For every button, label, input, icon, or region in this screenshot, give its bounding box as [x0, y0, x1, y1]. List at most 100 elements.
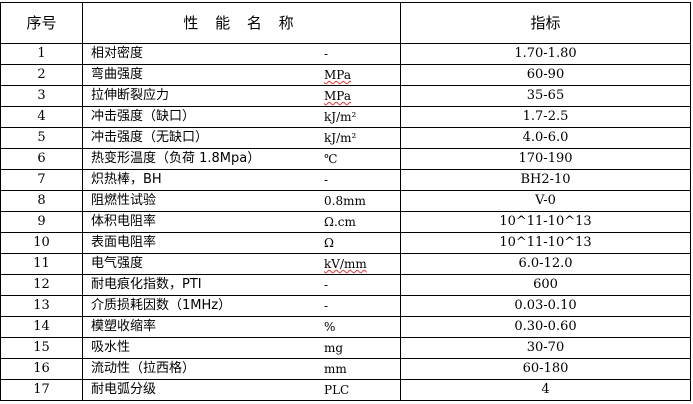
indicator-value: 60-180	[400, 358, 691, 380]
indicator-value: 10^11-10^13	[400, 211, 691, 233]
property-unit: -	[324, 299, 329, 313]
property-name: 冲击强度（缺口）	[91, 109, 196, 124]
property-unit: -	[324, 47, 329, 61]
property-unit: mm	[324, 362, 347, 376]
property-unit: -	[324, 173, 329, 187]
property-unit: mg	[324, 341, 344, 355]
property-unit: MPa	[324, 89, 351, 103]
header-indicator: 指标	[400, 2, 691, 44]
row-number: 10	[0, 232, 83, 254]
table-row: 12 耐电痕化指数，PTI - 600	[0, 274, 691, 296]
header-no: 序号	[0, 2, 83, 44]
property-unit: Ω	[324, 236, 334, 250]
row-number: 13	[0, 295, 83, 317]
property-unit: Ω.cm	[324, 215, 356, 229]
property-unit: PLC	[324, 383, 350, 397]
indicator-value: 1.70-1.80	[400, 43, 691, 65]
indicator-value: 0.03-0.10	[400, 295, 691, 317]
property-cell: 体积电阻率 Ω.cm	[82, 211, 401, 233]
property-cell: 吸水性 mg	[82, 337, 401, 359]
row-number: 3	[0, 85, 83, 107]
table-row: 11 电气强度 kV/mm 6.0-12.0	[0, 253, 691, 275]
row-number: 6	[0, 148, 83, 170]
property-unit: ℃	[324, 152, 338, 166]
table-row: 13 介质损耗因数（1MHz） - 0.03-0.10	[0, 295, 691, 317]
table-row: 8 阻燃性试验 0.8mm V-0	[0, 190, 691, 212]
property-cell: 介质损耗因数（1MHz） -	[82, 295, 401, 317]
property-name: 耐电弧分级	[91, 382, 157, 397]
row-number: 16	[0, 358, 83, 380]
row-number: 11	[0, 253, 83, 275]
indicator-value: 4	[400, 379, 691, 401]
property-unit: 0.8mm	[324, 194, 366, 208]
property-name: 表面电阻率	[91, 235, 157, 250]
property-name: 阻燃性试验	[91, 193, 157, 208]
indicator-value: 10^11-10^13	[400, 232, 691, 254]
property-cell: 热变形温度（负荷 1.8Mpa） ℃	[82, 148, 401, 170]
indicator-value: 600	[400, 274, 691, 296]
indicator-value: 1.7-2.5	[400, 106, 691, 128]
property-cell: 冲击强度（缺口） kJ/m²	[82, 106, 401, 128]
indicator-value: V-0	[400, 190, 691, 212]
property-name: 模塑收缩率	[91, 319, 157, 334]
indicator-value: 6.0-12.0	[400, 253, 691, 275]
row-number: 7	[0, 169, 83, 191]
property-cell: 阻燃性试验 0.8mm	[82, 190, 401, 212]
property-cell: 耐电痕化指数，PTI -	[82, 274, 401, 296]
indicator-value: 170-190	[400, 148, 691, 170]
property-name: 冲击强度（无缺口）	[91, 130, 209, 145]
property-cell: 耐电弧分级 PLC	[82, 379, 401, 401]
table-row: 6 热变形温度（负荷 1.8Mpa） ℃ 170-190	[0, 148, 691, 170]
table-row: 3 拉伸断裂应力 MPa 35-65	[0, 85, 691, 107]
table-row: 9 体积电阻率 Ω.cm 10^11-10^13	[0, 211, 691, 233]
property-unit: -	[324, 278, 329, 292]
table-row: 15 吸水性 mg 30-70	[0, 337, 691, 359]
row-number: 4	[0, 106, 83, 128]
property-cell: 弯曲强度 MPa	[82, 64, 401, 86]
row-number: 14	[0, 316, 83, 338]
row-number: 1	[0, 43, 83, 65]
table-row: 2 弯曲强度 MPa 60-90	[0, 64, 691, 86]
property-name: 吸水性	[91, 340, 131, 355]
table-row: 7 炽热棒，BH - BH2-10	[0, 169, 691, 191]
property-name: 流动性（拉西格）	[91, 361, 196, 376]
property-name: 热变形温度（负荷 1.8Mpa）	[91, 151, 261, 166]
table-row: 4 冲击强度（缺口） kJ/m² 1.7-2.5	[0, 106, 691, 128]
property-cell: 炽热棒，BH -	[82, 169, 401, 191]
table-row: 14 模塑收缩率% 0.30-0.60	[0, 316, 691, 338]
table-row: 5 冲击强度（无缺口） kJ/m² 4.0-6.0	[0, 127, 691, 149]
table-row: 16 流动性（拉西格） mm 60-180	[0, 358, 691, 380]
property-unit: MPa	[324, 68, 351, 82]
row-number: 8	[0, 190, 83, 212]
property-unit: kJ/m²	[324, 131, 357, 145]
row-number: 2	[0, 64, 83, 86]
property-cell: 表面电阻率 Ω	[82, 232, 401, 254]
property-name: 体积电阻率	[91, 214, 157, 229]
property-name: 炽热棒，BH	[91, 172, 162, 187]
indicator-value: 30-70	[400, 337, 691, 359]
row-number: 5	[0, 127, 83, 149]
property-name: 介质损耗因数（1MHz）	[91, 298, 232, 313]
header-name: 性 能 名 称	[82, 2, 401, 44]
property-cell: 模塑收缩率%	[82, 316, 401, 338]
property-cell: 电气强度 kV/mm	[82, 253, 401, 275]
property-cell: 相对密度 -	[82, 43, 401, 65]
property-name: 相对密度	[91, 46, 144, 61]
property-cell: 冲击强度（无缺口） kJ/m²	[82, 127, 401, 149]
property-name: 电气强度	[91, 256, 144, 271]
table-row: 1 相对密度 - 1.70-1.80	[0, 43, 691, 65]
indicator-value: 35-65	[400, 85, 691, 107]
property-unit: kV/mm	[324, 257, 367, 271]
property-cell: 流动性（拉西格） mm	[82, 358, 401, 380]
property-unit: kJ/m²	[324, 110, 357, 124]
row-number: 9	[0, 211, 83, 233]
property-unit: %	[324, 320, 336, 334]
table-row: 17 耐电弧分级 PLC 4	[0, 379, 691, 401]
indicator-value: 4.0-6.0	[400, 127, 691, 149]
property-name: 耐电痕化指数，PTI	[91, 277, 202, 292]
property-name: 拉伸断裂应力	[91, 88, 170, 103]
property-name: 弯曲强度	[91, 67, 144, 82]
indicator-value: 0.30-0.60	[400, 316, 691, 338]
table-row: 10 表面电阻率 Ω 10^11-10^13	[0, 232, 691, 254]
